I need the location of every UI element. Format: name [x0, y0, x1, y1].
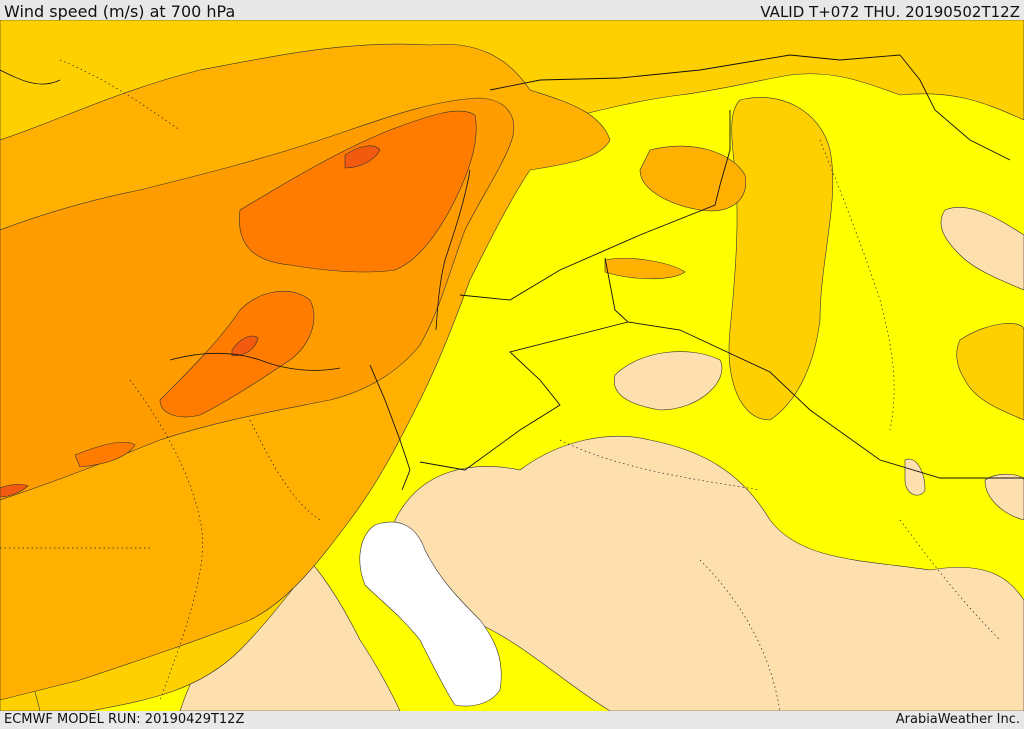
admin-boundaries	[0, 59, 1001, 711]
strongest-wind-areas	[0, 145, 381, 498]
map-title: Wind speed (m/s) at 700 hPa	[4, 2, 236, 21]
country-borders	[369, 54, 1024, 491]
map-header: Wind speed (m/s) at 700 hPa VALID T+072 …	[0, 0, 1024, 21]
credit-text: ArabiaWeather Inc.	[895, 712, 1020, 727]
model-run: ECMWF MODEL RUN: 20190429T12Z	[4, 712, 245, 727]
red-sea-no-data	[359, 521, 502, 707]
valid-time: VALID T+072 THU. 20190502T12Z	[760, 3, 1020, 21]
map-footer: ECMWF MODEL RUN: 20190429T12Z ArabiaWeat…	[0, 711, 1024, 729]
wind-speed-map	[0, 20, 1024, 711]
coastlines	[0, 69, 471, 371]
calm-wind-areas	[179, 207, 1024, 711]
